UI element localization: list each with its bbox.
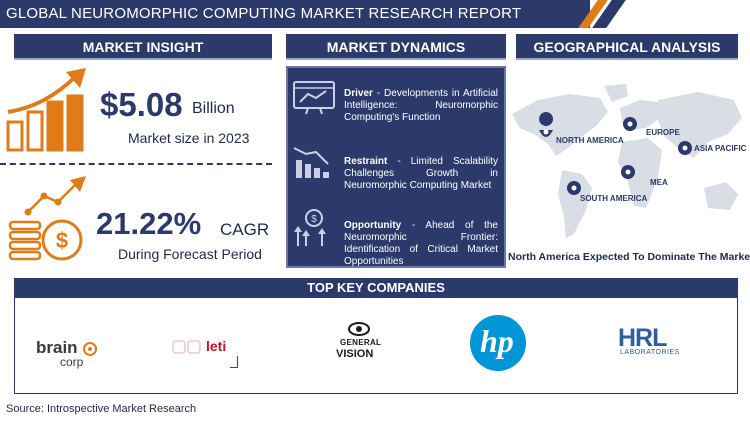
logo-hrl-laboratories: HRL LABORATORIES [618,324,680,356]
svg-text:$: $ [56,228,68,253]
region-label-north-america: NORTH AMERICA [556,136,624,145]
pin-mea-icon [621,165,635,179]
leti-mark-icon [172,340,201,354]
page-title: GLOBAL NEUROMORPHIC COMPUTING MARKET RES… [6,5,522,22]
region-label-mea: MEA [650,178,668,187]
market-dynamics-heading: MARKET DYNAMICS [286,34,506,60]
market-dynamics-panel: Driver - Developments in Artificial Inte… [286,66,506,268]
cagr-value: 21.22% [96,206,202,241]
pin-south-america-icon [567,181,581,195]
region-label-asia-pacific: ASIA PACIFIC [694,144,747,153]
pin-asia-pacific-icon [678,141,692,155]
market-size-caption: Market size in 2023 [128,130,250,146]
logo-brain-corp: brain corp [36,338,106,369]
logo-hp: hp [470,315,526,371]
leti-corner-mark [230,356,238,368]
brain-corp-swirl-icon [83,342,97,356]
title-bar: GLOBAL NEUROMORPHIC COMPUTING MARKET RES… [0,0,590,28]
logo-leti: leti [172,338,242,370]
market-size-unit: Billion [192,100,235,117]
opportunity-arrows-icon: $ [294,209,326,246]
world-map [512,84,742,238]
declining-chart-icon [293,147,329,178]
dashed-divider [0,163,272,165]
top-key-companies-heading: TOP KEY COMPANIES [14,278,738,298]
opportunity-text: Opportunity - Ahead of the Neuromorphic … [344,220,498,267]
pin-north-america-icon [539,112,554,138]
cagr-unit: CAGR [220,220,270,239]
geographical-analysis-heading: GEOGRAPHICAL ANALYSIS [516,34,738,60]
top-key-companies-panel [14,298,738,394]
market-insight-heading: MARKET INSIGHT [14,34,272,60]
restraint-text: Restraint - Limited Scalability Challeng… [344,156,498,191]
growth-bar-chart-icon [6,68,86,152]
svg-text:$: $ [311,214,317,225]
driver-text: Driver - Developments in Artificial Inte… [344,88,498,123]
pin-europe-icon [623,117,637,131]
region-label-south-america: SOUTH AMERICA [580,194,648,203]
market-size-value: $5.08 [100,86,183,123]
coins-dollar-growth-icon: $ [8,176,86,261]
geographical-caption: North America Expected To Dominate The M… [508,251,750,263]
general-vision-eye-icon [348,322,370,336]
source-note: Source: Introspective Market Research [6,403,197,415]
cagr-caption: During Forecast Period [118,246,262,262]
logo-general-vision: GENERAL VISION [336,322,392,362]
region-label-europe: EUROPE [646,128,680,137]
monitor-chart-icon [293,81,335,115]
